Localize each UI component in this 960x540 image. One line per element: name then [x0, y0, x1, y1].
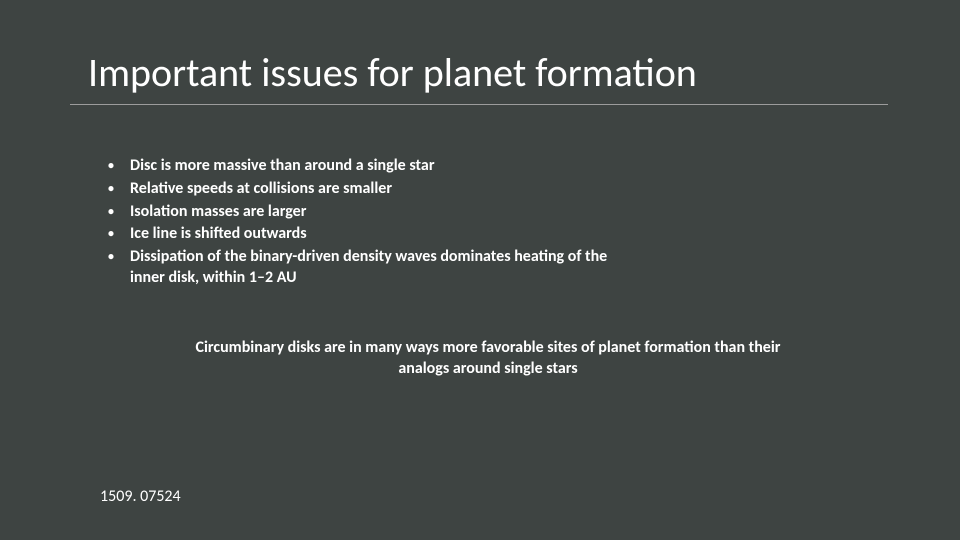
bullet-marker-icon: •	[108, 224, 114, 244]
bullet-item: • Ice line is shifted outwards	[108, 224, 630, 245]
summary-text: Circumbinary disks are in many ways more…	[188, 338, 788, 380]
bullet-marker-icon: •	[108, 202, 114, 222]
bullet-text: Disc is more massive than around a singl…	[130, 156, 435, 177]
slide-container: Important issues for planet formation • …	[0, 0, 960, 540]
bullet-text: Ice line is shifted outwards	[130, 224, 307, 245]
bullet-marker-icon: •	[108, 247, 114, 267]
bullet-text: Relative speeds at collisions are smalle…	[130, 179, 392, 200]
bullet-item: • Disc is more massive than around a sin…	[108, 156, 630, 177]
bullet-text: Isolation masses are larger	[130, 202, 306, 223]
bullet-text: Dissipation of the binary-driven density…	[130, 247, 630, 289]
bullet-marker-icon: •	[108, 179, 114, 199]
bullet-item: • Dissipation of the binary-driven densi…	[108, 247, 630, 289]
bullet-item: • Relative speeds at collisions are smal…	[108, 179, 630, 200]
bullet-item: • Isolation masses are larger	[108, 202, 630, 223]
bullet-list: • Disc is more massive than around a sin…	[108, 156, 630, 291]
reference-text: 1509. 07524	[100, 487, 181, 506]
title-underline	[70, 104, 888, 105]
bullet-marker-icon: •	[108, 156, 114, 176]
slide-title: Important issues for planet formation	[88, 48, 697, 97]
